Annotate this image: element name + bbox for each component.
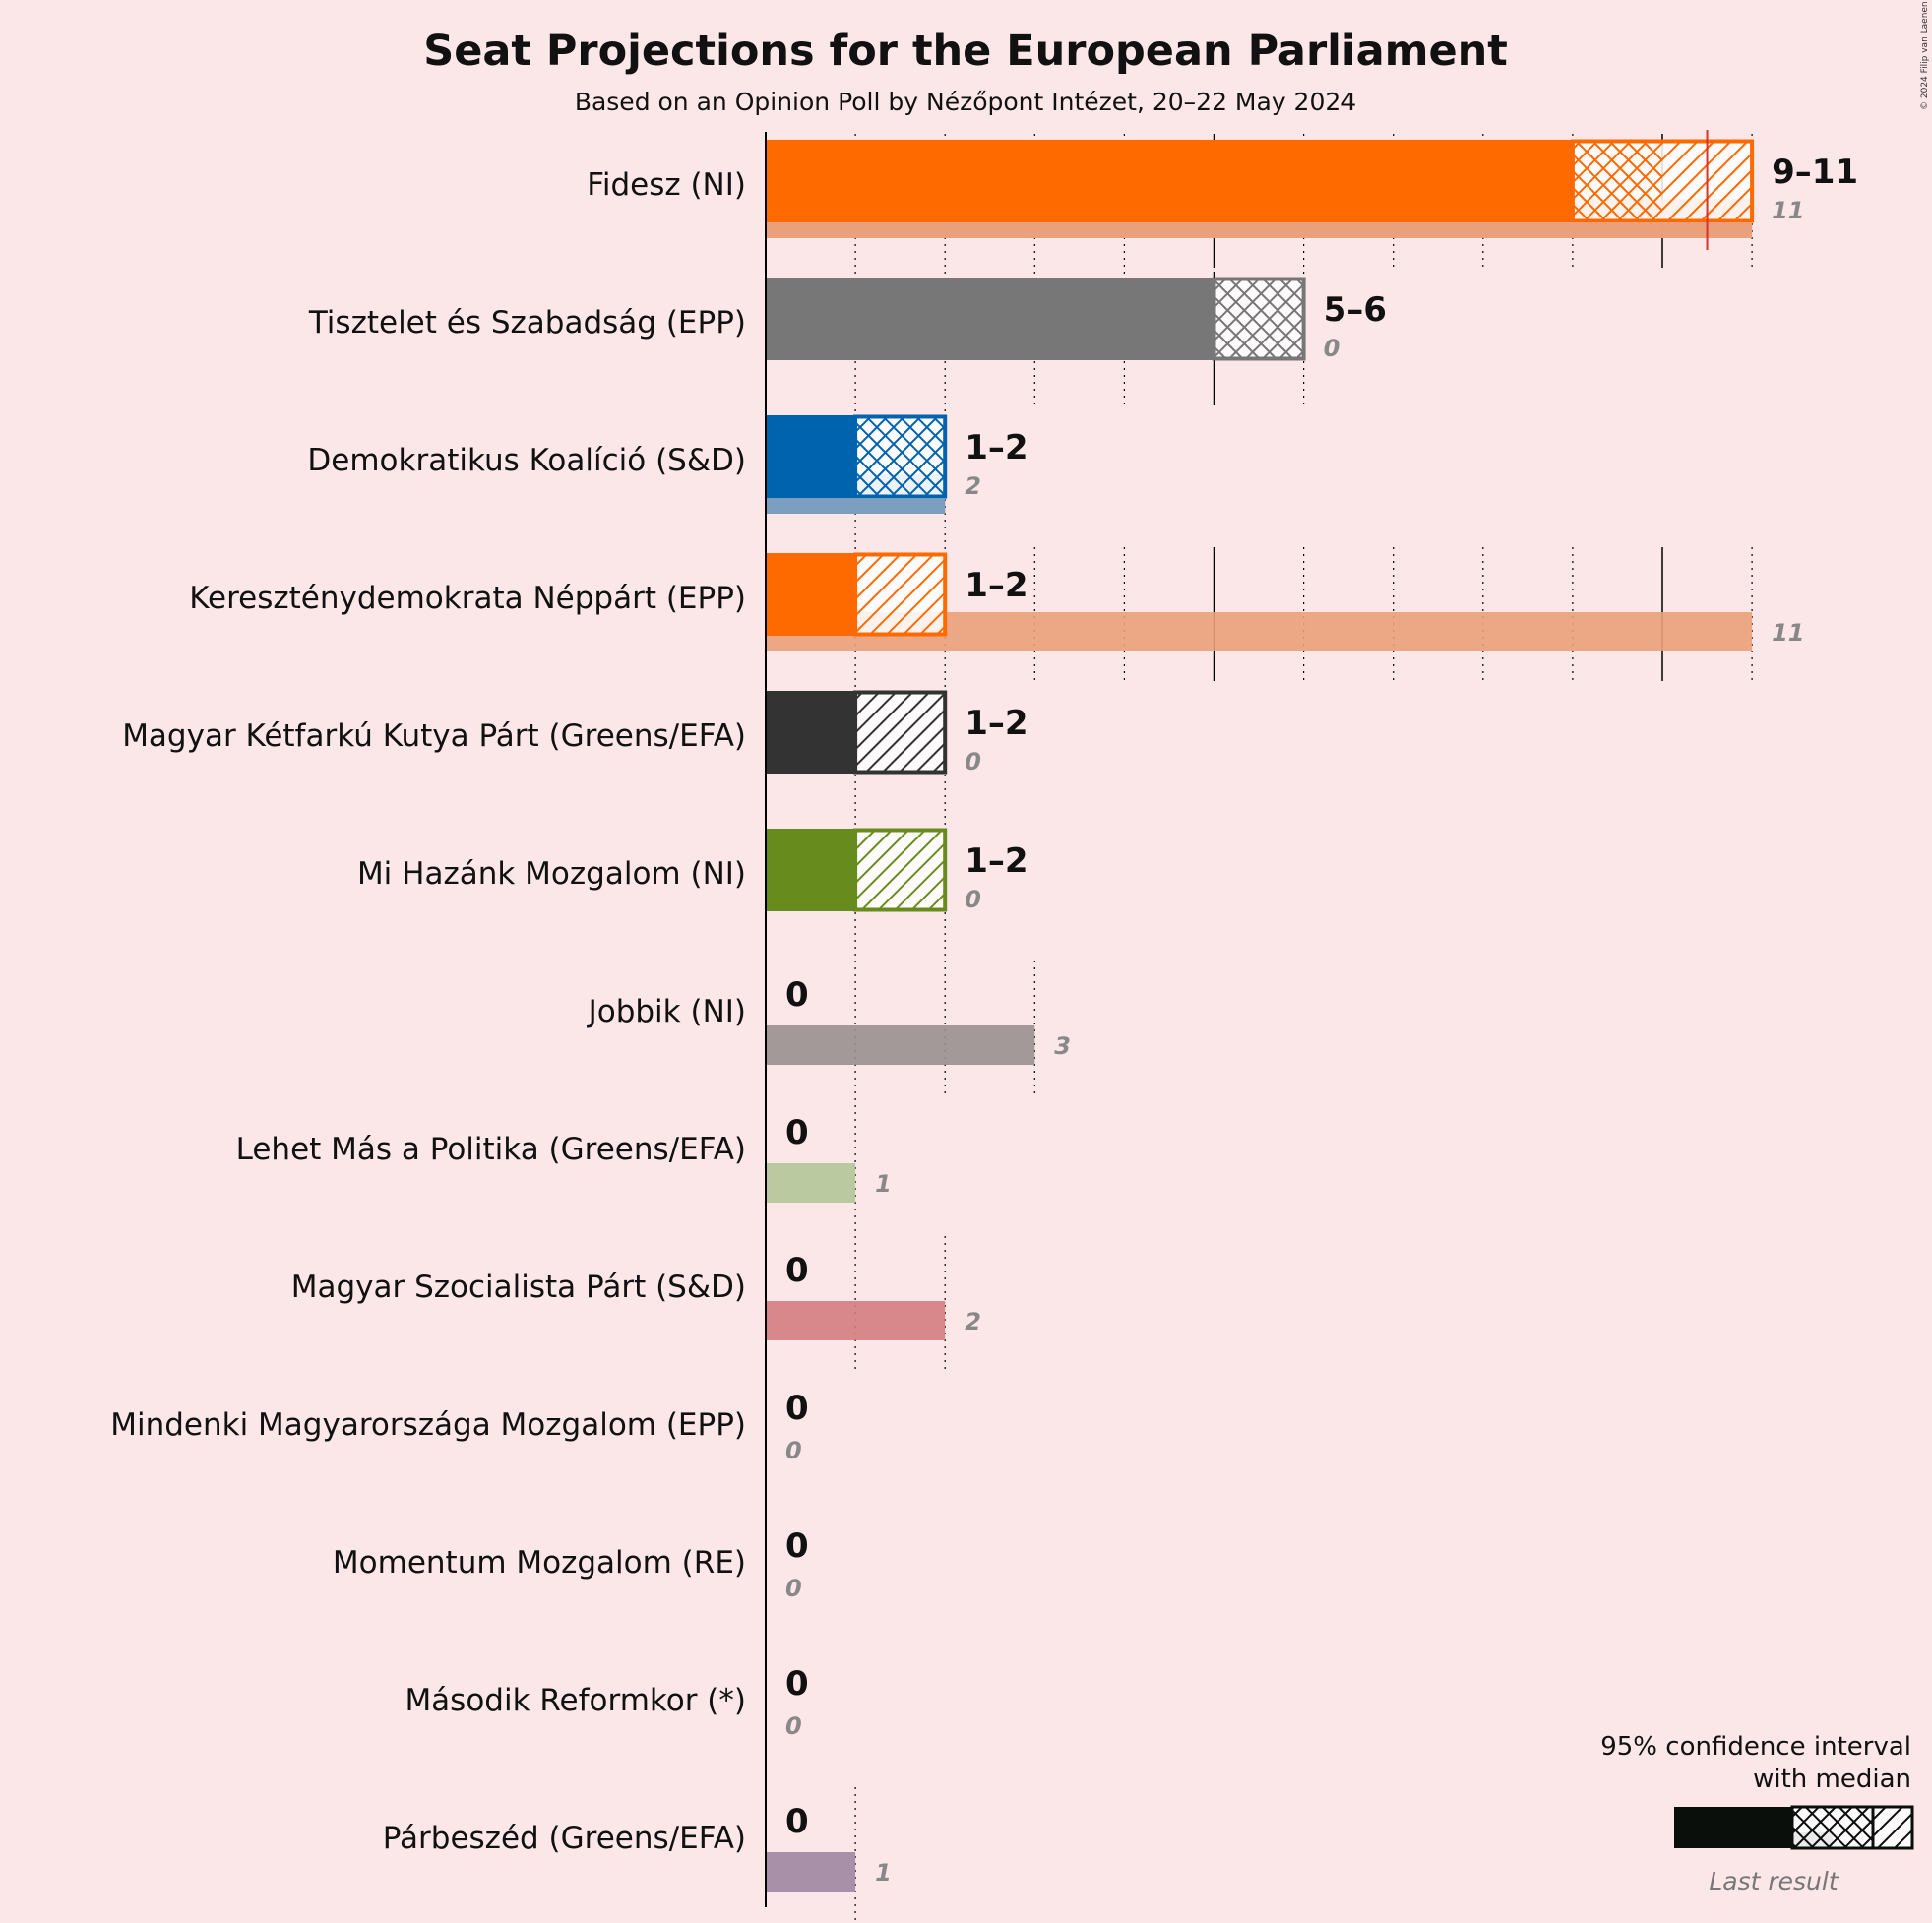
- seat-range-label: 1–2: [965, 566, 1028, 605]
- party-row: Mindenki Magyarországa Mozgalom (EPP) 0 0: [110, 1389, 808, 1464]
- ci-crosshatch-segment: [1214, 278, 1304, 360]
- last-result-label: 0: [785, 1575, 802, 1602]
- party-label: Magyar Szocialista Párt (S&D): [291, 1270, 746, 1305]
- party-label: Momentum Mozgalom (RE): [333, 1545, 746, 1581]
- seat-range-label: 1–2: [965, 704, 1028, 743]
- ci-solid-segment: [766, 829, 856, 911]
- chart-subtitle: Based on an Opinion Poll by Nézőpont Int…: [575, 88, 1356, 116]
- party-label: Tisztelet és Szabadság (EPP): [308, 305, 746, 341]
- party-label: Mi Hazánk Mozgalom (NI): [357, 856, 746, 892]
- party-row: Második Reformkor (*) 0 0: [405, 1664, 808, 1740]
- party-row: Párbeszéd (Greens/EFA) 0 1: [383, 1787, 892, 1921]
- ci-outline: [853, 690, 948, 775]
- party-row: Momentum Mozgalom (RE) 0 0: [333, 1526, 809, 1602]
- last-result-bar-tail: [766, 222, 1753, 238]
- last-result-bar: [766, 1852, 856, 1892]
- ci-outline: [853, 828, 948, 912]
- legend: 95% confidence interval with median Last…: [1600, 1732, 1914, 1895]
- seat-range-label: 0: [785, 1251, 809, 1290]
- last-result-bar: [766, 1301, 946, 1340]
- last-result-label: 0: [785, 1437, 802, 1464]
- ci-outline: [853, 414, 948, 499]
- seat-range-label: 0: [785, 1802, 809, 1841]
- copyright-notice: © 2024 Filip van Laenen: [1920, 1, 1930, 110]
- party-row: Mi Hazánk Mozgalom (NI) 1–2 0: [357, 823, 1028, 957]
- last-result-label: 11: [1772, 619, 1804, 647]
- seat-range-label: 1–2: [965, 841, 1028, 881]
- party-label: Magyar Kétfarkú Kutya Párt (Greens/EFA): [122, 718, 746, 754]
- ci-outline: [1212, 277, 1306, 361]
- party-row: Magyar Szocialista Párt (S&D) 0 2: [291, 1236, 981, 1370]
- party-label: Fidesz (NI): [587, 167, 746, 203]
- ci-solid-segment: [766, 140, 1573, 222]
- ci-solid-segment: [766, 415, 856, 498]
- ci-solid-segment: [766, 278, 1215, 360]
- ci-hatch-segment: [855, 691, 946, 774]
- ci-crosshatch-segment: [855, 415, 946, 498]
- last-result-label: 2: [965, 472, 981, 500]
- last-result-label: 1: [875, 1170, 892, 1198]
- chart-title: Seat Projections for the European Parlia…: [423, 27, 1508, 76]
- last-result-label: 0: [965, 886, 981, 913]
- ci-outline: [853, 552, 948, 637]
- last-result-label: 2: [965, 1308, 981, 1335]
- seat-range-label: 5–6: [1324, 290, 1387, 330]
- seat-range-label: 0: [785, 1113, 809, 1152]
- party-label: Kereszténydemokrata Néppárt (EPP): [189, 581, 746, 616]
- party-label: Második Reformkor (*): [405, 1683, 746, 1718]
- party-row: Fidesz (NI) 9–11 11: [587, 134, 1858, 268]
- seat-range-label: 0: [785, 1664, 809, 1704]
- seat-range-label: 1–2: [965, 428, 1028, 467]
- last-result-bar-tail: [766, 498, 946, 514]
- legend-last-result-label: Last result: [1709, 1867, 1839, 1895]
- party-label: Demokratikus Koalíció (S&D): [307, 443, 746, 478]
- party-label: Jobbik (NI): [587, 994, 746, 1029]
- legend-ci-line1: 95% confidence interval: [1600, 1732, 1911, 1762]
- ci-hatch-segment: [855, 553, 946, 636]
- last-result-label: 1: [875, 1859, 892, 1887]
- party-label: Mindenki Magyarországa Mozgalom (EPP): [110, 1407, 746, 1443]
- party-label: Párbeszéd (Greens/EFA): [383, 1821, 746, 1856]
- last-result-label: 11: [1772, 197, 1804, 224]
- last-result-label: 3: [1054, 1032, 1071, 1060]
- last-result-bar: [766, 1025, 1035, 1065]
- ci-solid-segment: [766, 691, 856, 774]
- legend-solid-segment: [1674, 1807, 1792, 1848]
- party-row: Magyar Kétfarkú Kutya Párt (Greens/EFA) 1…: [122, 685, 1028, 819]
- last-result-bar: [766, 1163, 856, 1203]
- seat-range-label: 0: [785, 975, 809, 1015]
- legend-ci-line2: with median: [1753, 1765, 1911, 1794]
- seat-range-label: 9–11: [1772, 153, 1858, 192]
- last-result-label: 0: [785, 1712, 802, 1740]
- party-label: Lehet Más a Politika (Greens/EFA): [236, 1132, 746, 1167]
- party-row: Tisztelet és Szabadság (EPP) 5–6 0: [308, 272, 1387, 405]
- party-row: Lehet Más a Politika (Greens/EFA) 0 1: [236, 1098, 892, 1232]
- seat-range-label: 0: [785, 1389, 809, 1428]
- ci-crosshatch-segment: [1572, 140, 1662, 222]
- seat-range-label: 0: [785, 1526, 809, 1566]
- ci-hatch-segment: [855, 829, 946, 911]
- party-row: Kereszténydemokrata Néppárt (EPP) 1–2 11: [189, 547, 1805, 681]
- ci-outline: [1570, 139, 1755, 223]
- legend-crosshatch-segment: [1790, 1805, 1875, 1850]
- last-result-label: 0: [965, 748, 981, 775]
- legend-hatch-segment: [1871, 1805, 1914, 1850]
- last-result-label: 0: [1324, 335, 1340, 362]
- ci-solid-segment: [766, 553, 856, 636]
- party-row: Jobbik (NI) 0 3: [587, 961, 1071, 1094]
- party-row: Demokratikus Koalíció (S&D) 1–2 2: [307, 409, 1028, 543]
